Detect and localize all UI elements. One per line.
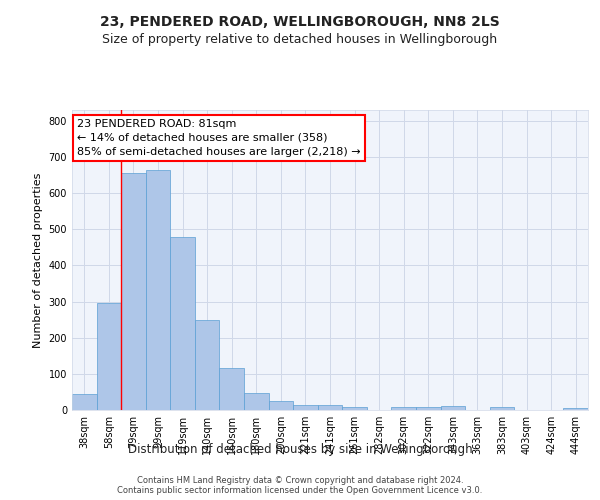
Bar: [244, 392, 269, 410]
Bar: [391, 408, 416, 410]
Bar: [220, 368, 244, 410]
Y-axis label: Number of detached properties: Number of detached properties: [33, 172, 43, 348]
Bar: [416, 407, 440, 410]
Text: 23, PENDERED ROAD, WELLINGBOROUGH, NN8 2LS: 23, PENDERED ROAD, WELLINGBOROUGH, NN8 2…: [100, 15, 500, 29]
Bar: [170, 236, 195, 410]
Bar: [97, 304, 121, 410]
Bar: [195, 320, 220, 410]
Bar: [563, 408, 588, 410]
Text: Contains HM Land Registry data © Crown copyright and database right 2024.: Contains HM Land Registry data © Crown c…: [137, 476, 463, 485]
Bar: [121, 174, 146, 410]
Bar: [490, 408, 514, 410]
Text: Contains public sector information licensed under the Open Government Licence v3: Contains public sector information licen…: [118, 486, 482, 495]
Text: Distribution of detached houses by size in Wellingborough: Distribution of detached houses by size …: [128, 442, 472, 456]
Text: Size of property relative to detached houses in Wellingborough: Size of property relative to detached ho…: [103, 32, 497, 46]
Bar: [293, 406, 318, 410]
Bar: [440, 406, 465, 410]
Bar: [269, 401, 293, 410]
Bar: [342, 407, 367, 410]
Text: 23 PENDERED ROAD: 81sqm
← 14% of detached houses are smaller (358)
85% of semi-d: 23 PENDERED ROAD: 81sqm ← 14% of detache…: [77, 119, 361, 157]
Bar: [318, 406, 342, 410]
Bar: [72, 394, 97, 410]
Bar: [146, 170, 170, 410]
